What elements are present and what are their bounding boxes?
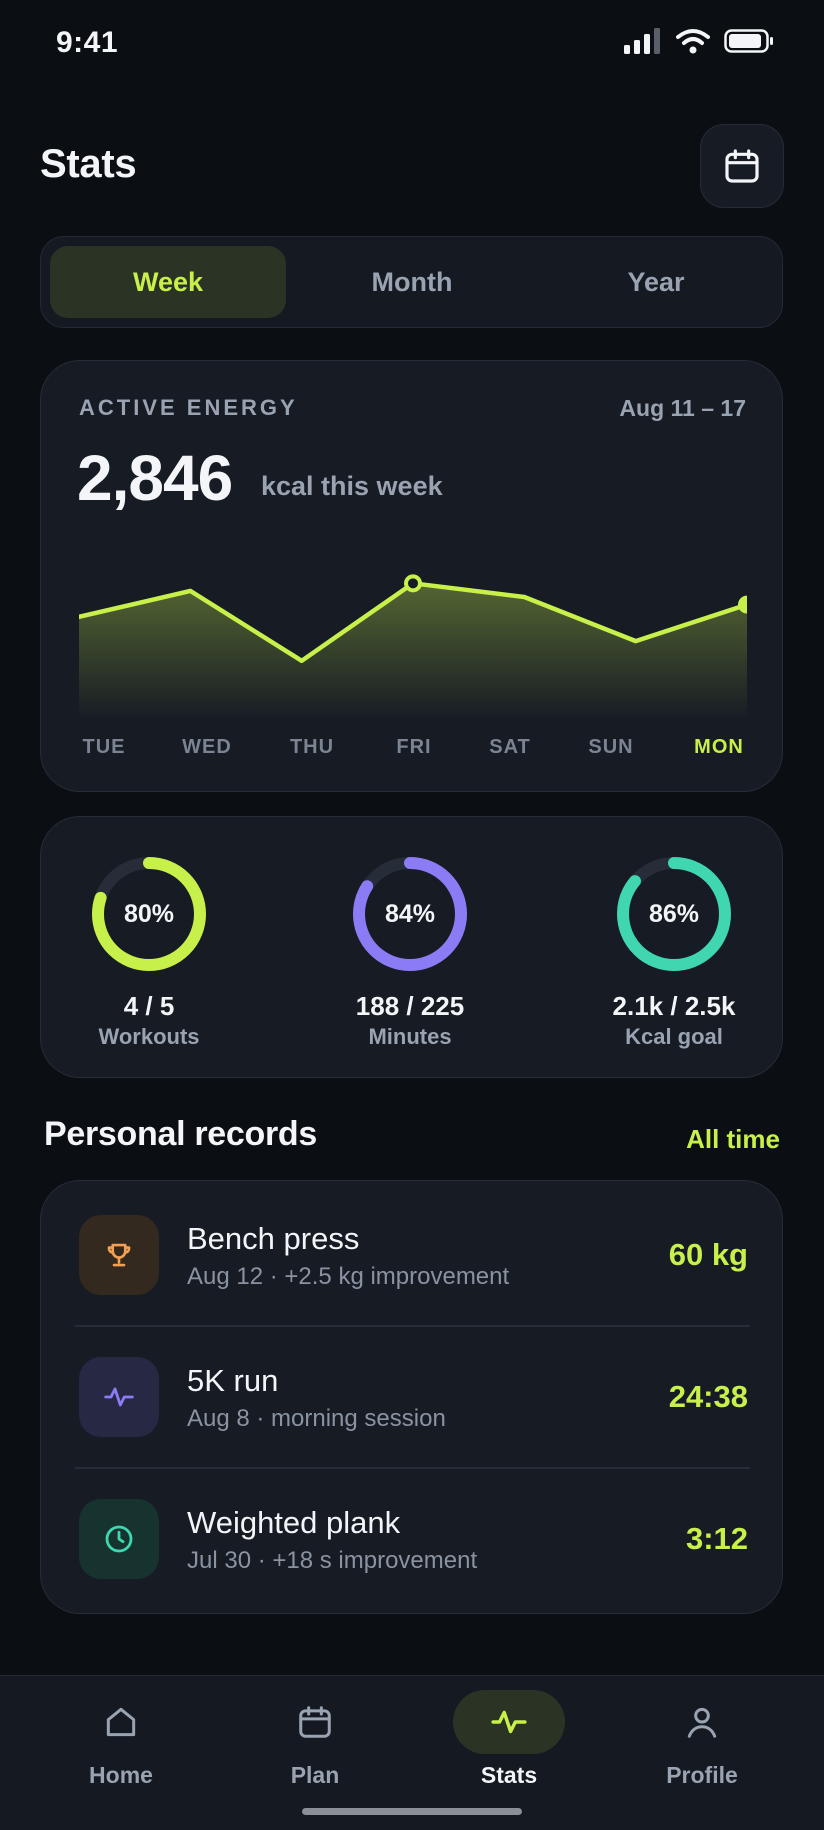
period-segmented-control: Week Month Year [40,236,783,328]
chart-today-point [738,595,747,614]
activity-icon [453,1690,565,1754]
status-bar: 9:41 [0,0,824,90]
segment-year[interactable]: Year [627,266,685,297]
ring-workouts[interactable]: 80% 4 / 5 Workouts [49,853,249,1050]
wifi-icon [676,29,710,54]
ring-kcal-goal[interactable]: 86% 2.1k / 2.5k Kcal goal [574,853,774,1050]
ring-percent: 80% [123,899,175,928]
tab-home[interactable]: Home [51,1690,191,1789]
energy-value: 2,846 [77,442,233,514]
goal-rings-card: 80% 4 / 5 Workouts 84% 188 / 225 Minutes… [40,816,783,1078]
energy-date-range: Aug 11 – 17 [619,395,746,421]
active-energy-card[interactable]: ACTIVE ENERGY Aug 11 – 17 2,846 kcal thi… [40,360,783,792]
day-label-sat: SAT [489,736,531,758]
record-detail: Aug 8 · morning session [187,1405,446,1432]
status-time: 9:41 [56,26,119,59]
ring-label: Minutes [368,1024,452,1049]
segment-week[interactable]: Week [50,246,286,318]
divider [75,1467,750,1469]
ring-minutes[interactable]: 84% 188 / 225 Minutes [310,853,510,1050]
clock-icon [79,1499,159,1579]
chart-area-fill [79,583,747,721]
day-label-sun: SUN [588,736,634,758]
page-title: Stats [40,142,137,186]
all-time-link[interactable]: All time [686,1124,780,1154]
record-row-5k-run[interactable]: 5K run Aug 8 · morning session 24:38 [41,1323,784,1465]
record-name: Bench press [187,1221,360,1256]
workouts-ring [92,857,206,971]
tab-profile[interactable]: Profile [632,1690,772,1789]
signal-icon [624,28,660,54]
minutes-ring [353,857,467,971]
record-detail: Aug 12 · +2.5 kg improvement [187,1263,510,1290]
calendar-button[interactable] [700,124,784,208]
tab-label: Plan [290,1762,340,1788]
ring-value: 4 / 5 [123,991,175,1021]
tab-stats[interactable]: Stats [439,1690,579,1789]
tab-label: Stats [480,1762,538,1788]
personal-records-card: Bench press Aug 12 · +2.5 kg improvement… [40,1180,783,1614]
personal-records-title: Personal records [44,1115,317,1153]
chart-highlight-point [404,574,422,593]
day-label-mon: MON [694,736,744,758]
calendar-icon [259,1690,371,1754]
kcal-goal-ring [617,857,731,971]
energy-area-chart[interactable] [79,541,747,721]
user-icon [646,1690,758,1754]
ring-progress [617,857,731,971]
ring-percent: 84% [384,899,436,928]
record-detail: Jul 30 · +18 s improvement [187,1547,478,1574]
ring-progress [353,857,467,971]
record-value: 24:38 [668,1379,748,1414]
bottom-tab-bar: Home Plan Stats Profile [0,1675,824,1830]
divider [75,1325,750,1327]
record-value: 3:12 [685,1521,748,1556]
ring-percent: 86% [648,899,700,928]
segment-month[interactable]: Month [371,266,453,297]
battery-icon [724,29,773,53]
tab-label: Profile [666,1762,738,1788]
record-row-bench-press[interactable]: Bench press Aug 12 · +2.5 kg improvement… [41,1181,784,1323]
record-row-weighted-plank[interactable]: Weighted plank Jul 30 · +18 s improvemen… [41,1465,784,1607]
ring-value: 188 / 225 [355,991,465,1021]
tab-label: Home [89,1762,153,1788]
ring-value: 2.1k / 2.5k [612,991,736,1021]
calendar-icon [725,149,759,183]
energy-unit: kcal this week [261,471,443,501]
status-icons [624,28,774,54]
trophy-icon [79,1215,159,1295]
ring-progress [92,857,206,971]
ring-label: Kcal goal [625,1024,723,1049]
day-label-fri: FRI [396,736,432,758]
day-label-thu: THU [289,736,335,758]
day-label-wed: WED [182,736,232,758]
home-indicator [302,1808,522,1815]
record-value: 60 kg [668,1237,748,1272]
ring-label: Workouts [98,1024,200,1049]
home-icon [65,1690,177,1754]
record-name: 5K run [187,1363,279,1398]
day-label-tue: TUE [82,736,126,758]
tab-plan[interactable]: Plan [245,1690,385,1789]
activity-icon [79,1357,159,1437]
record-name: Weighted plank [187,1505,401,1540]
energy-label: ACTIVE ENERGY [79,395,298,420]
